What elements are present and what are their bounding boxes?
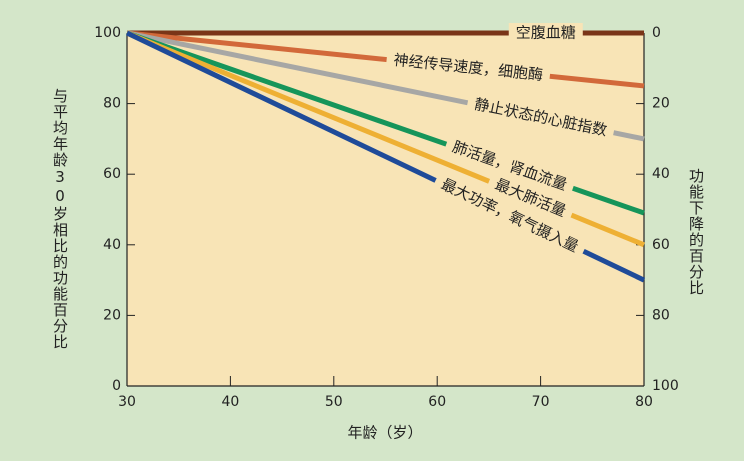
x-tick-label: 50 bbox=[325, 394, 343, 410]
y-axis-title: 与平均年龄30岁相比的功能百分比 bbox=[51, 88, 69, 350]
label-background bbox=[443, 134, 577, 198]
x-tick-label: 70 bbox=[532, 394, 550, 410]
label-background bbox=[508, 23, 583, 43]
y-tick-label: 0 bbox=[112, 378, 121, 394]
series-label: 空腹血糖 bbox=[516, 24, 576, 42]
y2-tick-label: 40 bbox=[652, 166, 670, 182]
series-line bbox=[126, 30, 645, 89]
x-tick-label: 40 bbox=[221, 394, 239, 410]
y-tick-label: 60 bbox=[103, 166, 121, 182]
series-label-group: 空腹血糖 bbox=[508, 23, 583, 43]
x-axis-title: 年龄（岁） bbox=[347, 424, 422, 442]
label-background bbox=[431, 171, 588, 261]
label-background bbox=[485, 172, 576, 225]
y2-tick-label: 60 bbox=[652, 237, 670, 253]
y-tick-label: 20 bbox=[103, 307, 121, 323]
x-tick-label: 80 bbox=[635, 394, 653, 410]
y2-tick-label: 0 bbox=[652, 25, 661, 41]
y2-tick-label: 100 bbox=[652, 378, 679, 394]
x-tick-label: 60 bbox=[428, 394, 446, 410]
label-background bbox=[385, 49, 551, 87]
y2-tick-label: 80 bbox=[652, 307, 670, 323]
y2-axis-title: 功能下降的百分比 bbox=[687, 168, 705, 296]
y2-tick-label: 20 bbox=[652, 96, 670, 112]
y-tick-label: 40 bbox=[103, 237, 121, 253]
label-background bbox=[465, 92, 616, 143]
x-tick-label: 30 bbox=[118, 394, 136, 410]
y-tick-label: 100 bbox=[94, 25, 121, 41]
y-tick-label: 80 bbox=[103, 96, 121, 112]
